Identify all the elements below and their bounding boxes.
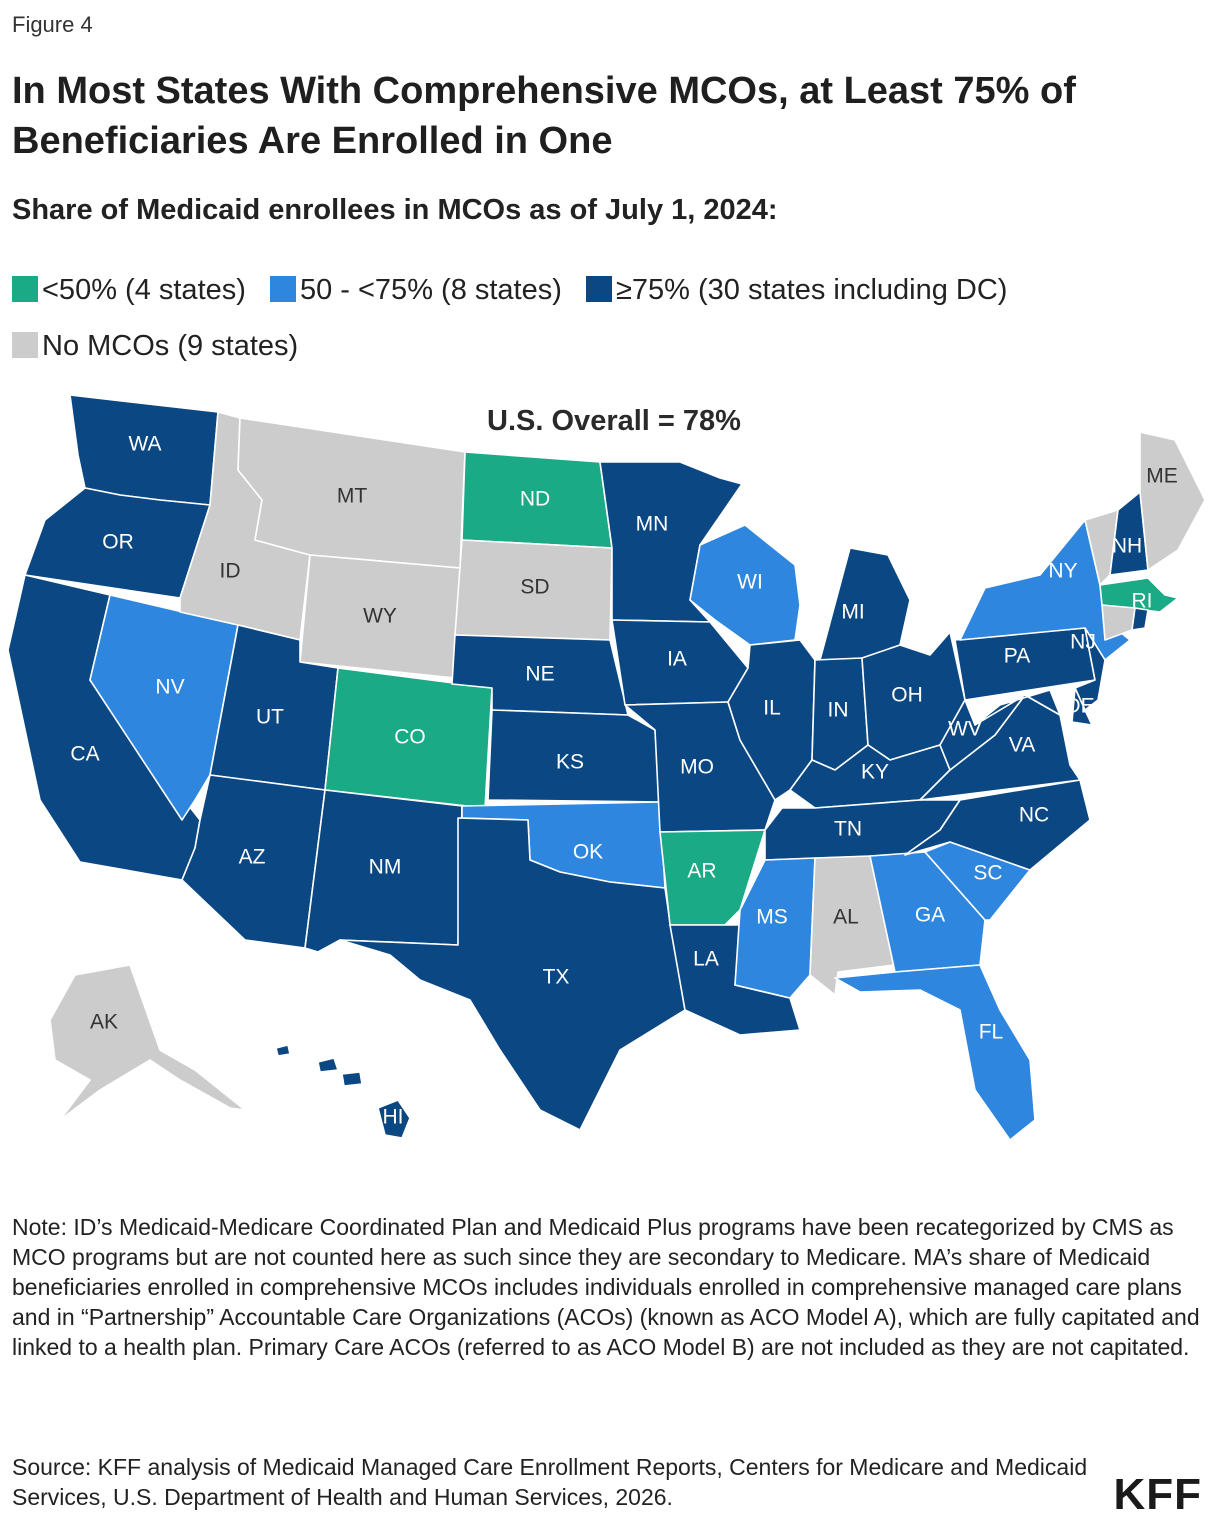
state-label-ar: AR xyxy=(687,860,716,883)
figure-label: Figure 4 xyxy=(12,12,93,37)
legend-swatch xyxy=(12,276,38,302)
legend-label: 50 - <75% (8 states) xyxy=(299,274,562,306)
state-label-ga: GA xyxy=(915,904,945,927)
legend-label: ≥75% (30 states including DC) xyxy=(615,274,1008,306)
state-label-hi: HI xyxy=(383,1106,404,1129)
state-label-il: IL xyxy=(763,697,781,720)
us-map: WA OR CA ID NV UT AZ MT WY CO NM ND SD N… xyxy=(7,394,1206,1141)
state-de[interactable] xyxy=(1071,687,1093,726)
state-label-co: CO xyxy=(394,726,426,749)
state-label-ca: CA xyxy=(70,743,99,766)
state-label-id: ID xyxy=(220,560,241,583)
state-fl[interactable] xyxy=(834,964,1036,1141)
state-label-wa: WA xyxy=(128,433,161,456)
state-label-sd: SD xyxy=(520,576,549,599)
legend-swatch xyxy=(12,332,38,358)
state-label-nh: NH xyxy=(1112,535,1142,558)
state-label-ny: NY xyxy=(1048,560,1077,583)
state-label-pa: PA xyxy=(1004,645,1030,668)
state-label-wi: WI xyxy=(737,571,763,594)
legend-item-lt50[interactable]: <50% (4 states) xyxy=(12,262,246,318)
state-label-va: VA xyxy=(1009,734,1035,757)
state-me[interactable] xyxy=(1139,431,1206,571)
state-label-wv: WV xyxy=(948,718,982,741)
state-hi-islands[interactable] xyxy=(275,1044,363,1087)
state-label-az: AZ xyxy=(239,846,266,869)
state-label-la: LA xyxy=(693,948,719,971)
state-ak[interactable] xyxy=(49,964,246,1121)
legend-item-no-mco[interactable]: No MCOs (9 states) xyxy=(12,318,298,374)
overall-label: U.S. Overall = 78% xyxy=(487,405,741,437)
state-ct[interactable] xyxy=(1101,604,1136,641)
state-wv[interactable] xyxy=(939,694,1026,771)
state-label-tx: TX xyxy=(543,966,570,989)
state-label-ri: RI xyxy=(1132,590,1153,613)
state-label-ok: OK xyxy=(573,841,603,864)
legend-label: <50% (4 states) xyxy=(42,274,246,306)
state-label-fl: FL xyxy=(979,1021,1004,1044)
state-label-nc: NC xyxy=(1019,804,1049,827)
state-label-de: DE xyxy=(1065,695,1094,718)
state-label-mi: MI xyxy=(841,601,864,624)
state-il[interactable] xyxy=(727,639,816,801)
chart-title: In Most States With Comprehensive MCOs, … xyxy=(12,70,1076,162)
state-tx[interactable] xyxy=(339,817,686,1131)
state-ar[interactable] xyxy=(659,829,766,926)
state-label-nm: NM xyxy=(369,856,402,879)
state-label-nd: ND xyxy=(520,488,550,511)
state-label-oh: OH xyxy=(891,684,923,707)
state-hi[interactable] xyxy=(377,1099,411,1139)
chart-subtitle: Share of Medicaid enrollees in MCOs as o… xyxy=(12,194,778,226)
state-label-sc: SC xyxy=(973,862,1002,885)
state-label-wy: WY xyxy=(363,605,397,628)
state-label-ky: KY xyxy=(861,761,889,784)
legend-item-50-75[interactable]: 50 - <75% (8 states) xyxy=(269,262,562,318)
legend-item-ge75[interactable]: ≥75% (30 states including DC) xyxy=(585,262,1008,318)
state-label-mn: MN xyxy=(636,513,669,536)
state-md[interactable] xyxy=(974,689,1061,726)
state-labels: WA OR CA ID NV UT AZ MT WY CO NM ND SD N… xyxy=(70,433,1177,1129)
state-ri[interactable] xyxy=(1131,607,1149,631)
state-label-tn: TN xyxy=(834,818,862,841)
state-label-me: ME xyxy=(1146,465,1178,488)
state-mi[interactable] xyxy=(819,547,911,661)
legend: <50% (4 states) 50 - <75% (8 states) ≥75… xyxy=(12,262,1112,374)
state-label-ne: NE xyxy=(525,663,554,686)
note: Note: ID’s Medicaid-Medicare Coordinated… xyxy=(12,1214,1200,1360)
state-label-or: OR xyxy=(102,531,134,554)
state-label-mt: MT xyxy=(337,485,367,508)
state-label-ak: AK xyxy=(90,1011,118,1034)
state-nc[interactable] xyxy=(904,779,1091,871)
legend-swatch xyxy=(269,276,296,302)
source: Source: KFF analysis of Medicaid Managed… xyxy=(12,1454,1088,1510)
state-label-ut: UT xyxy=(256,706,284,729)
state-label-nv: NV xyxy=(155,676,184,699)
state-label-ks: KS xyxy=(556,751,584,774)
state-label-al: AL xyxy=(833,906,859,929)
state-label-mo: MO xyxy=(680,756,714,779)
state-label-ms: MS xyxy=(756,906,788,929)
legend-swatch xyxy=(585,276,612,302)
state-label-in: IN xyxy=(828,699,849,722)
legend-label: No MCOs (9 states) xyxy=(42,330,299,362)
kff-logo: KFF xyxy=(1113,1470,1202,1519)
state-label-ia: IA xyxy=(667,648,687,671)
state-label-nj: NJ xyxy=(1070,631,1096,654)
